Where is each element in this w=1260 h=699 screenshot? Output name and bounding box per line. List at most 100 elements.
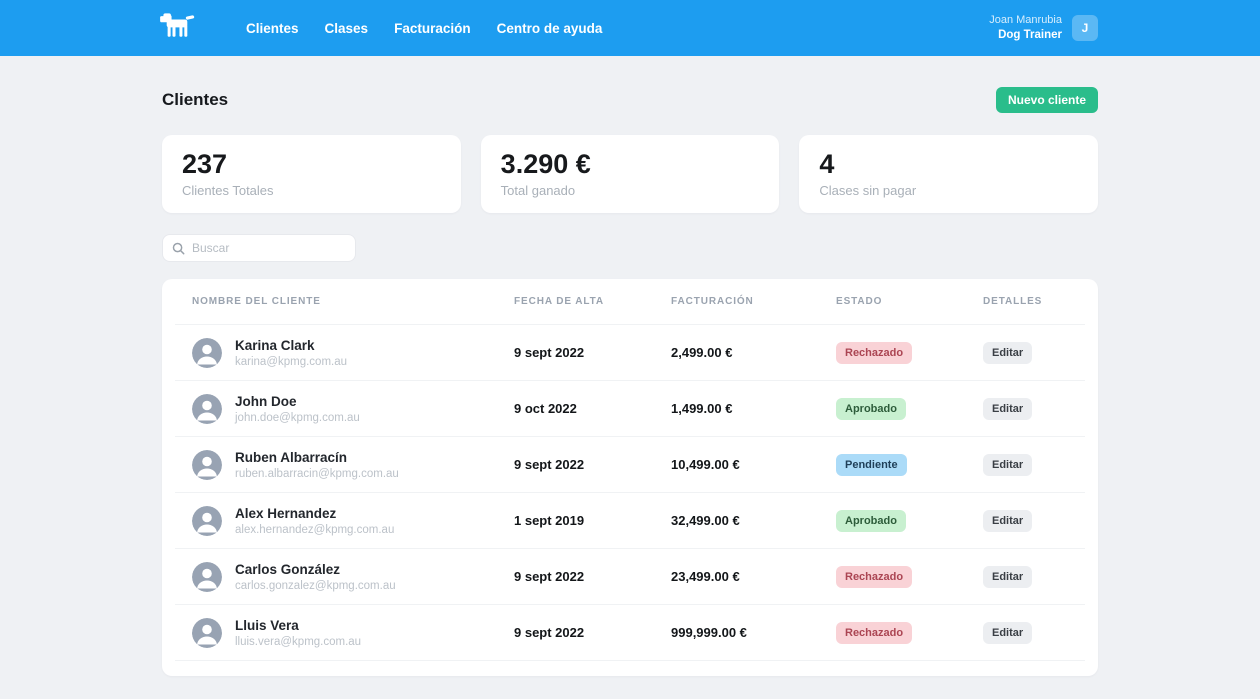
edit-button[interactable]: Editar xyxy=(983,341,1033,364)
stat-card-unpaid-classes: 4 Clases sin pagar xyxy=(799,135,1099,213)
person-avatar-icon xyxy=(192,449,222,480)
nav-item-clientes[interactable]: Clientes xyxy=(246,20,299,36)
edit-button[interactable]: Editar xyxy=(983,509,1033,532)
search-box xyxy=(162,234,356,262)
client-cell: Alex Hernandez alex.hernandez@kpmg.com.a… xyxy=(192,505,514,536)
table-row: Lluis Vera lluis.vera@kpmg.com.au 9 sept… xyxy=(175,605,1085,661)
main-content: Clientes Nuevo cliente 237 Clientes Tota… xyxy=(0,87,1260,676)
table-row: Ruben Albarracín ruben.albarracin@kpmg.c… xyxy=(175,437,1085,493)
client-email: alex.hernandez@kpmg.com.au xyxy=(235,523,395,536)
client-identity: Lluis Vera lluis.vera@kpmg.com.au xyxy=(235,618,361,648)
status-cell: Rechazado xyxy=(836,621,983,644)
stat-value: 4 xyxy=(819,149,835,179)
person-avatar-icon xyxy=(192,561,222,592)
status-cell: Rechazado xyxy=(836,565,983,588)
user-info: Joan Manrubia Dog Trainer xyxy=(989,13,1062,42)
user-role: Dog Trainer xyxy=(998,28,1062,41)
stat-value: 237 xyxy=(182,149,228,179)
signup-date: 9 sept 2022 xyxy=(514,457,585,472)
billing-amount: 2,499.00 € xyxy=(671,345,733,360)
person-avatar-icon xyxy=(192,337,222,368)
client-identity: Ruben Albarracín ruben.albarracin@kpmg.c… xyxy=(235,450,399,480)
status-cell: Aprobado xyxy=(836,509,983,532)
details-cell: Editar xyxy=(983,397,1085,420)
brand-logo[interactable] xyxy=(158,11,196,46)
dog-icon xyxy=(158,11,196,46)
client-cell: John Doe john.doe@kpmg.com.au xyxy=(192,393,514,424)
status-cell: Rechazado xyxy=(836,341,983,364)
stats-row: 237 Clientes Totales 3.290 € Total ganad… xyxy=(162,135,1099,213)
main-nav: Clientes Clases Facturación Centro de ay… xyxy=(246,21,602,36)
status-badge: Rechazado xyxy=(836,341,913,364)
column-header-date: FECHA DE ALTA xyxy=(514,296,605,307)
client-cell: Ruben Albarracín ruben.albarracin@kpmg.c… xyxy=(192,449,514,480)
column-header-status: ESTADO xyxy=(836,296,883,307)
status-badge: Pendiente xyxy=(836,453,907,476)
billing-amount: 999,999.00 € xyxy=(671,625,747,640)
client-name: Ruben Albarracín xyxy=(235,449,348,465)
table-header-row: NOMBRE DEL CLIENTE FECHA DE ALTA FACTURA… xyxy=(175,279,1085,325)
client-email: john.doe@kpmg.com.au xyxy=(235,411,360,424)
edit-button[interactable]: Editar xyxy=(983,453,1033,476)
client-identity: Karina Clark karina@kpmg.com.au xyxy=(235,338,347,368)
column-header-details: DETALLES xyxy=(983,296,1043,307)
user-menu[interactable]: Joan Manrubia Dog Trainer J xyxy=(989,13,1098,42)
billing-amount: 32,499.00 € xyxy=(671,513,740,528)
edit-button[interactable]: Editar xyxy=(983,565,1033,588)
stat-card-total-clients: 237 Clientes Totales xyxy=(162,135,461,213)
search-input[interactable] xyxy=(192,241,346,255)
details-cell: Editar xyxy=(983,565,1085,588)
signup-date: 9 sept 2022 xyxy=(514,625,585,640)
person-avatar-icon xyxy=(192,393,222,424)
client-identity: Carlos González carlos.gonzalez@kpmg.com… xyxy=(235,562,396,592)
billing-amount: 1,499.00 € xyxy=(671,401,733,416)
client-email: carlos.gonzalez@kpmg.com.au xyxy=(235,579,396,592)
status-badge: Rechazado xyxy=(836,565,913,588)
stat-card-total-earned: 3.290 € Total ganado xyxy=(480,135,780,213)
table-row: Carlos González carlos.gonzalez@kpmg.com… xyxy=(175,549,1085,605)
client-name: Karina Clark xyxy=(235,337,315,353)
details-cell: Editar xyxy=(983,509,1085,532)
status-badge: Aprobado xyxy=(836,509,906,532)
table-row: John Doe john.doe@kpmg.com.au 9 oct 2022… xyxy=(175,381,1085,437)
client-email: ruben.albarracin@kpmg.com.au xyxy=(235,467,399,480)
client-name: Alex Hernandez xyxy=(235,505,337,521)
edit-button[interactable]: Editar xyxy=(983,397,1033,420)
client-name: John Doe xyxy=(235,393,297,409)
client-email: lluis.vera@kpmg.com.au xyxy=(235,635,362,648)
billing-amount: 23,499.00 € xyxy=(671,569,740,584)
user-avatar[interactable]: J xyxy=(1072,14,1098,41)
nav-item-clases[interactable]: Clases xyxy=(324,20,369,36)
nav-item-facturacion[interactable]: Facturación xyxy=(394,20,471,36)
client-email: karina@kpmg.com.au xyxy=(235,355,348,368)
stat-value: 3.290 € xyxy=(500,149,591,179)
clients-table: NOMBRE DEL CLIENTE FECHA DE ALTA FACTURA… xyxy=(162,279,1098,676)
client-cell: Karina Clark karina@kpmg.com.au xyxy=(192,337,514,368)
details-cell: Editar xyxy=(983,453,1085,476)
column-header-name: NOMBRE DEL CLIENTE xyxy=(192,296,321,307)
billing-amount: 10,499.00 € xyxy=(671,457,740,472)
table-body: Karina Clark karina@kpmg.com.au 9 sept 2… xyxy=(162,325,1098,661)
signup-date: 9 oct 2022 xyxy=(514,401,577,416)
status-cell: Pendiente xyxy=(836,453,983,476)
stat-label: Clases sin pagar xyxy=(819,183,917,198)
edit-button[interactable]: Editar xyxy=(983,621,1033,644)
status-cell: Aprobado xyxy=(836,397,983,420)
person-avatar-icon xyxy=(192,505,222,536)
client-cell: Carlos González carlos.gonzalez@kpmg.com… xyxy=(192,561,514,592)
client-identity: John Doe john.doe@kpmg.com.au xyxy=(235,394,360,424)
signup-date: 9 sept 2022 xyxy=(514,345,585,360)
status-badge: Rechazado xyxy=(836,621,913,644)
table-row: Karina Clark karina@kpmg.com.au 9 sept 2… xyxy=(175,325,1085,381)
status-badge: Aprobado xyxy=(836,397,906,420)
stat-label: Total ganado xyxy=(500,183,576,198)
client-name: Lluis Vera xyxy=(235,617,299,633)
page-title: Clientes xyxy=(162,90,229,109)
nav-item-centro-de-ayuda[interactable]: Centro de ayuda xyxy=(496,20,603,36)
stat-label: Clientes Totales xyxy=(182,183,274,198)
new-client-button[interactable]: Nuevo cliente xyxy=(995,87,1098,113)
client-name: Carlos González xyxy=(235,561,341,577)
table-row: Alex Hernandez alex.hernandez@kpmg.com.a… xyxy=(175,493,1085,549)
search-icon xyxy=(172,242,185,255)
signup-date: 1 sept 2019 xyxy=(514,513,585,528)
